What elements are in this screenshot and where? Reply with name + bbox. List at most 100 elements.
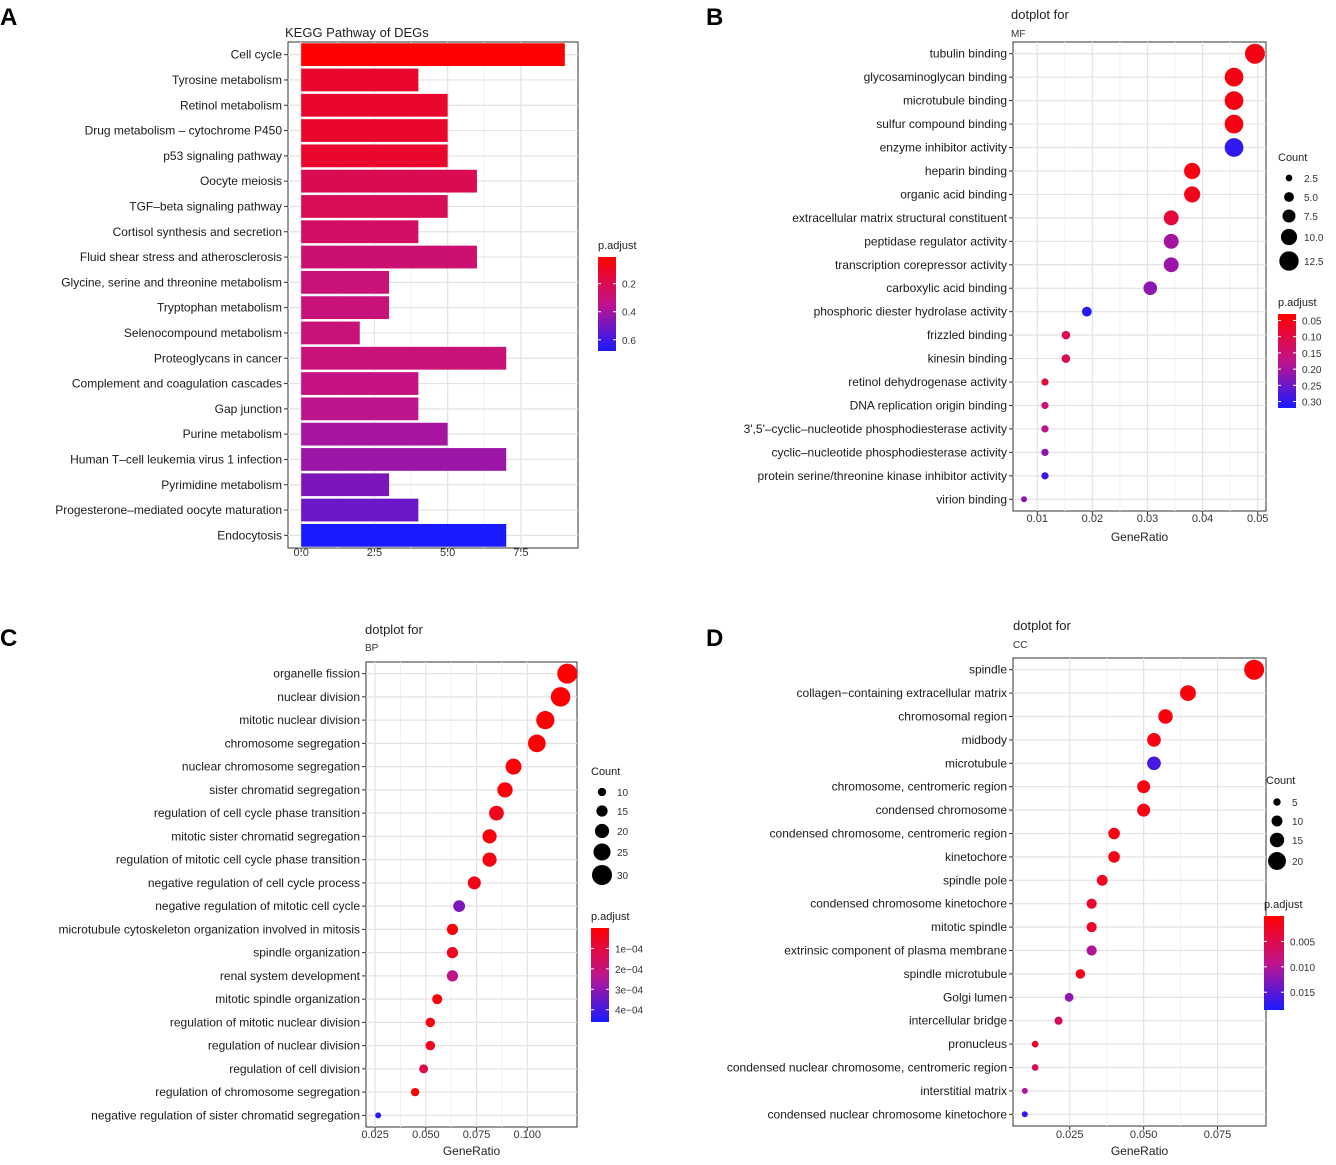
color-legend-label: 0.2: [622, 280, 636, 291]
size-legend-title: Count: [591, 766, 620, 778]
data-point: [1224, 91, 1244, 110]
x-tick-label: 0.050: [1130, 1129, 1158, 1141]
category-label: Tryptophan metabolism: [157, 301, 282, 315]
size-legend-title: Count: [1278, 152, 1307, 164]
data-point: [453, 900, 466, 913]
size-legend-label: 5.0: [1304, 193, 1318, 204]
category-label: microtubule: [945, 756, 1007, 770]
category-label: mitotic spindle organization: [215, 992, 360, 1006]
data-point: [419, 1064, 429, 1074]
x-tick-label: 0.025: [1056, 1129, 1084, 1141]
bar: [301, 68, 419, 92]
category-label: condensed nuclear chromosome, centromeri…: [727, 1061, 1007, 1075]
data-point: [1147, 733, 1161, 747]
data-point: [1224, 138, 1244, 157]
color-legend-bar: [1264, 916, 1284, 1010]
category-label: cyclic–nucleotide phosphodiesterase acti…: [772, 445, 1007, 459]
data-point: [1163, 233, 1179, 249]
bar: [301, 372, 419, 395]
bar: [301, 195, 448, 218]
size-legend-dot: [1271, 815, 1283, 827]
bar: [301, 397, 419, 421]
category-label: Retinol metabolism: [180, 98, 282, 112]
x-tick-label: 0.02: [1082, 513, 1103, 525]
data-point: [1061, 330, 1071, 340]
size-legend-dot: [593, 843, 611, 861]
data-point: [1244, 43, 1265, 64]
data-point: [425, 1040, 436, 1051]
color-legend-label: 0.015: [1290, 988, 1315, 999]
chart-title: dotplot for: [1011, 7, 1069, 22]
data-point: [1041, 472, 1049, 480]
size-legend-dot: [1268, 852, 1286, 870]
x-axis-title: GeneRatio: [1111, 1144, 1169, 1158]
data-point: [446, 970, 459, 982]
data-point: [1184, 162, 1201, 180]
category-label: negative regulation of cell cycle proces…: [148, 876, 360, 890]
size-legend-label: 20: [1292, 857, 1304, 868]
category-label: condensed chromosome, centromeric region: [770, 827, 1007, 841]
category-label: spindle pole: [943, 873, 1007, 887]
x-tick-label: 0.100: [514, 1129, 542, 1141]
category-label: protein serine/threonine kinase inhibito…: [758, 469, 1007, 483]
plot-area: [287, 41, 579, 549]
category-label: frizzled binding: [927, 328, 1007, 342]
data-point: [425, 1017, 436, 1028]
size-legend-dot: [1279, 251, 1299, 271]
panel-letter: D: [706, 625, 723, 652]
panel-letter: B: [706, 4, 723, 31]
category-label: Cell cycle: [231, 48, 283, 62]
data-point: [1244, 659, 1265, 680]
size-legend-title: Count: [1266, 775, 1295, 787]
category-label: Gap junction: [215, 402, 282, 416]
size-legend-label: 7.5: [1304, 212, 1318, 223]
data-point: [1224, 67, 1244, 87]
bar: [301, 523, 507, 547]
size-legend-dot: [1273, 798, 1281, 806]
size-legend-dot: [1269, 832, 1285, 848]
category-label: 3',5'–cyclic–nucleotide phosphodiesteras…: [744, 422, 1007, 436]
x-tick-label: 0.050: [412, 1129, 440, 1141]
category-label: virion binding: [936, 492, 1007, 506]
data-point: [446, 923, 459, 935]
category-label: Selenocompound metabolism: [124, 326, 282, 340]
category-label: negative regulation of sister chromatid …: [91, 1108, 360, 1122]
category-label: microtubule cytoskeleton organization in…: [59, 922, 360, 936]
category-label: kinetochore: [945, 850, 1007, 864]
category-label: Oocyte meiosis: [200, 174, 282, 188]
data-point: [1224, 114, 1244, 134]
category-label: p53 signaling pathway: [163, 149, 282, 163]
size-legend-dot: [1280, 228, 1298, 246]
bar: [301, 220, 419, 244]
bar: [301, 448, 507, 471]
category-label: condensed chromosome: [876, 803, 1008, 817]
data-point: [489, 805, 504, 821]
category-label: Drug metabolism – cytochrome P450: [85, 124, 283, 138]
data-point: [1158, 709, 1173, 724]
data-point: [1086, 922, 1097, 933]
bar: [301, 346, 507, 370]
category-label: pronucleus: [948, 1037, 1007, 1051]
bar: [301, 270, 390, 294]
bar: [301, 245, 477, 269]
color-legend-label: 1e−04: [615, 944, 644, 955]
category-label: nuclear division: [277, 690, 360, 704]
category-label: Human T–cell leukemia virus 1 infection: [70, 452, 282, 466]
category-label: organic acid binding: [900, 187, 1007, 201]
color-legend-title: p.adjust: [598, 240, 637, 252]
category-label: DNA replication origin binding: [850, 398, 1007, 412]
bar: [301, 422, 448, 446]
category-label: regulation of nuclear division: [208, 1039, 360, 1053]
category-label: regulation of cell cycle phase transitio…: [154, 806, 360, 820]
data-point: [1041, 448, 1049, 457]
data-point: [467, 876, 481, 890]
size-legend-label: 12.5: [1304, 257, 1324, 268]
size-legend-dot: [597, 787, 607, 797]
size-legend-label: 10: [617, 788, 629, 799]
data-point: [1054, 1016, 1063, 1025]
category-label: spindle: [969, 663, 1007, 677]
x-tick-label: 0.01: [1027, 513, 1048, 525]
category-label: Proteoglycans in cancer: [154, 351, 282, 365]
